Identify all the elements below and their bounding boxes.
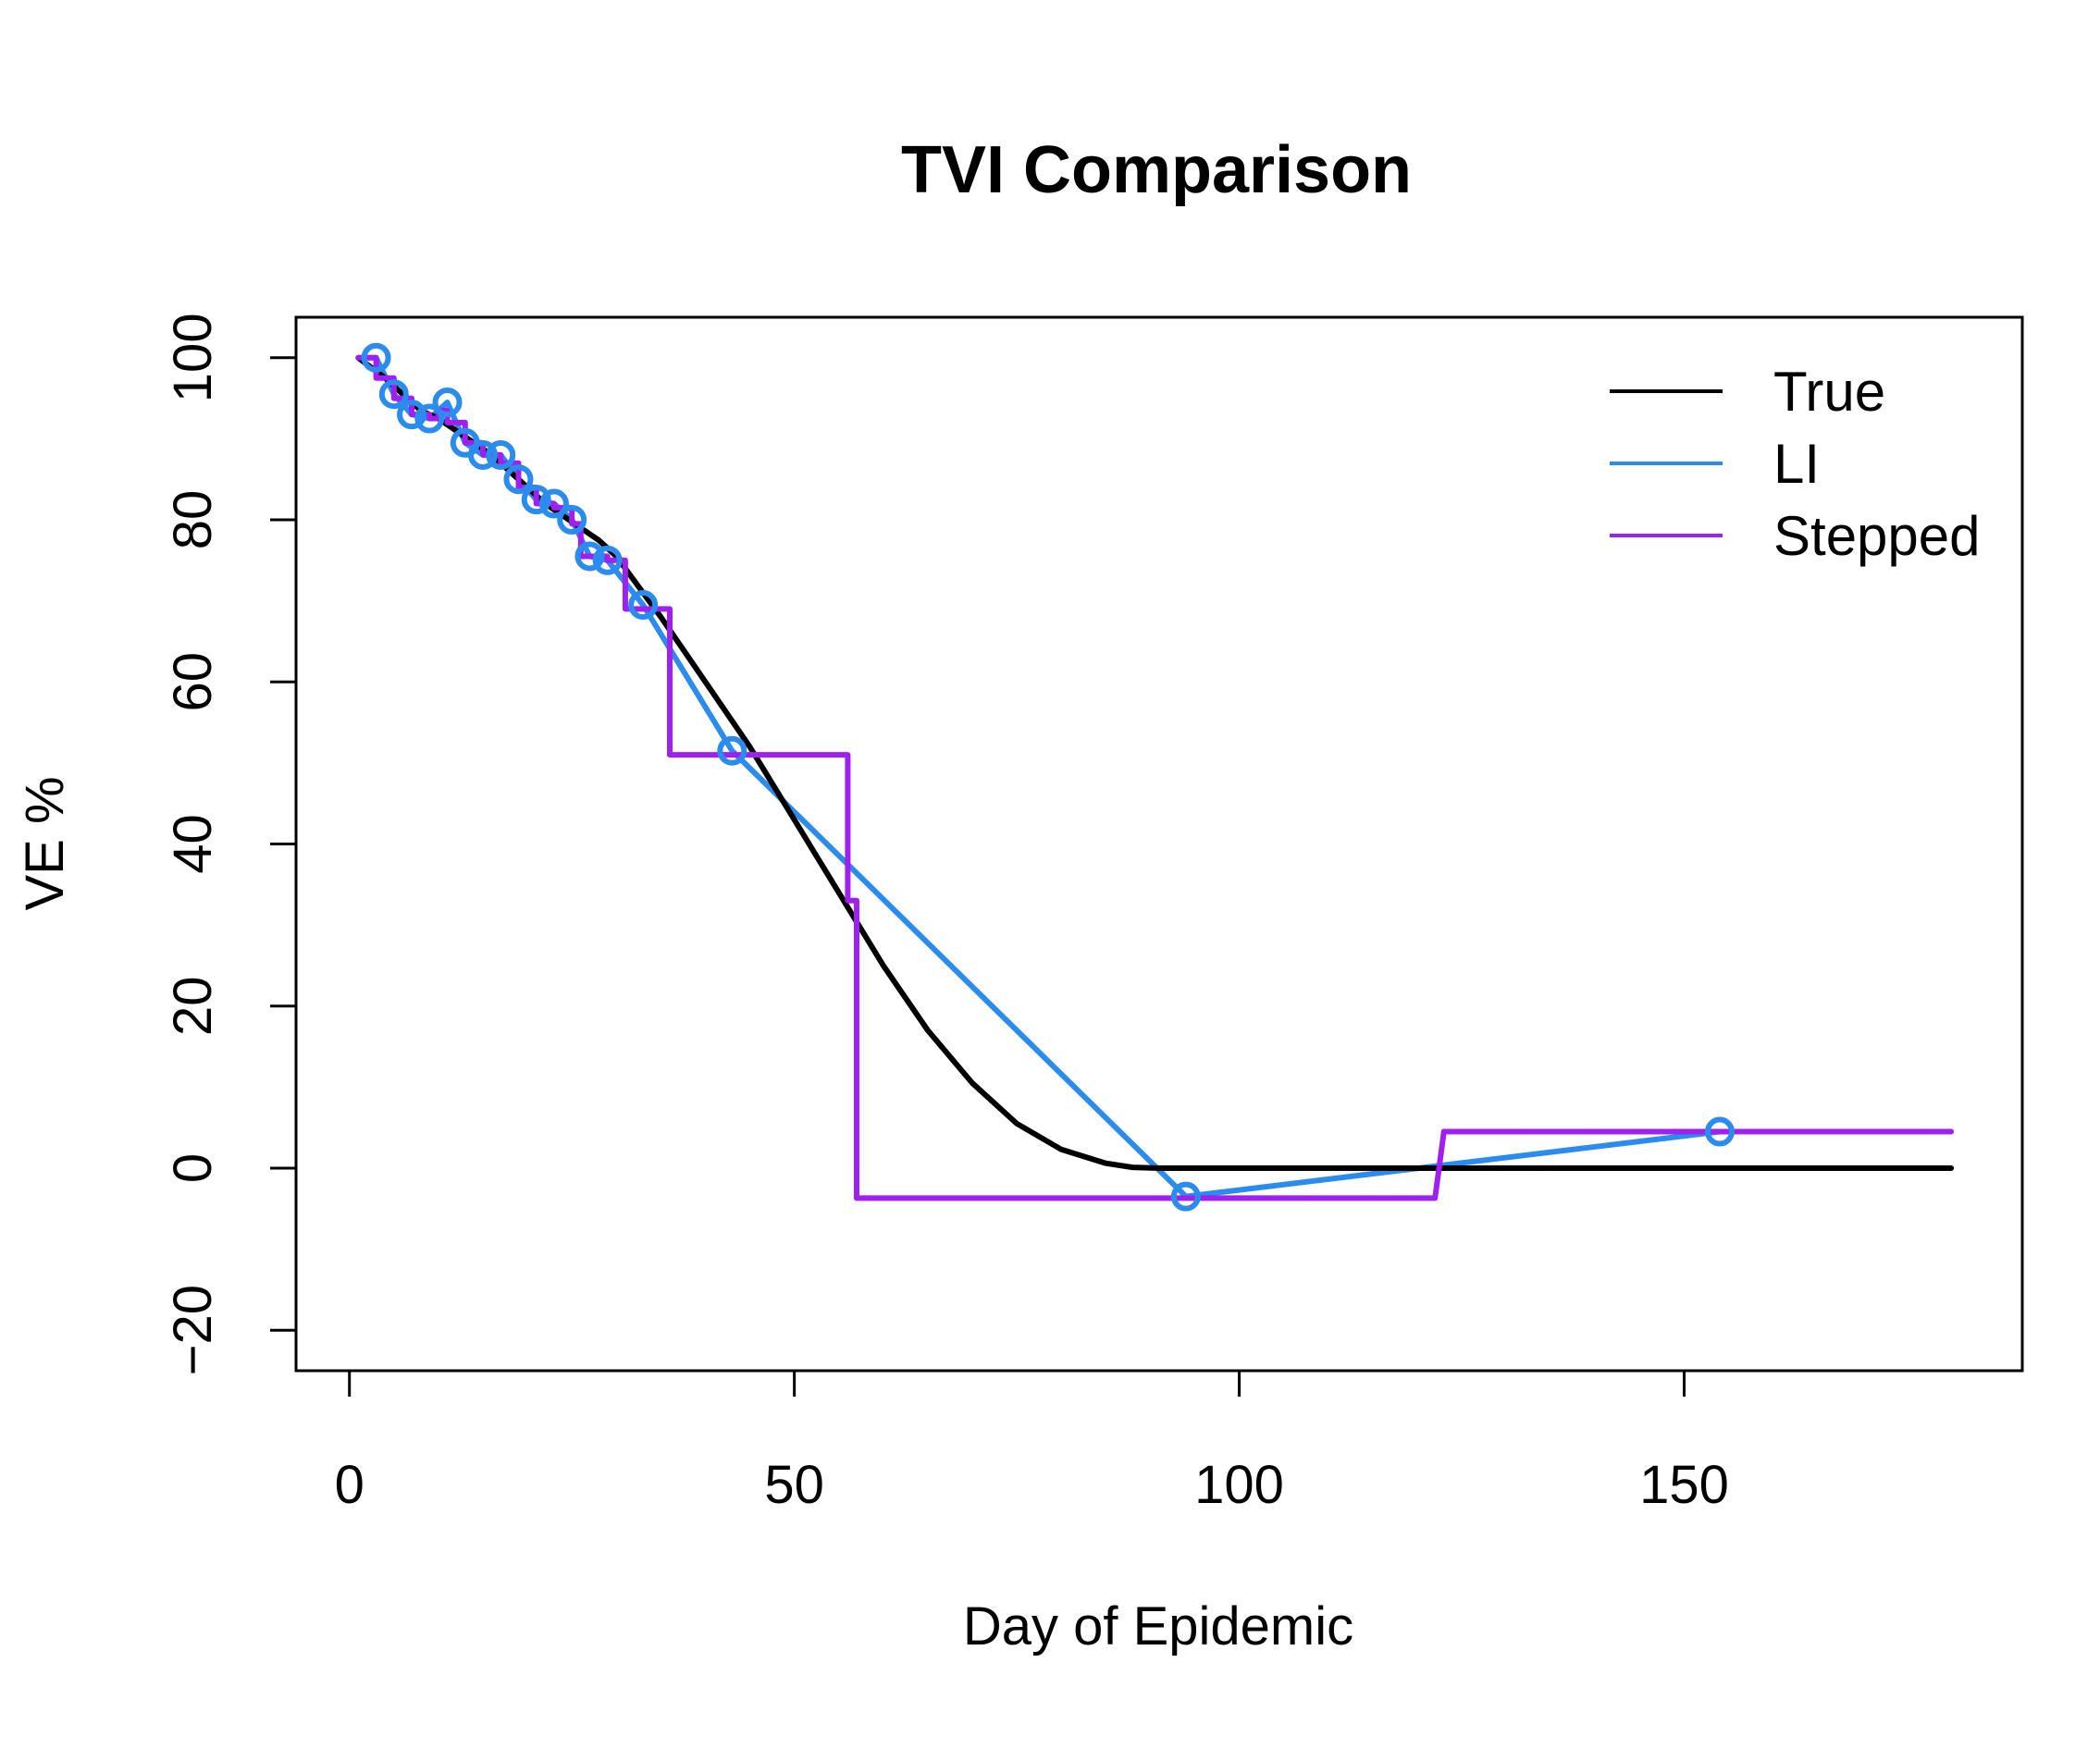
y-tick-label: 0: [163, 1153, 223, 1183]
y-axis-label: VE %: [15, 776, 75, 910]
li-point: [467, 439, 498, 470]
y-tick-label: 40: [163, 814, 223, 874]
y-tick-label: 20: [163, 976, 223, 1036]
li-point: [557, 505, 587, 536]
li-point: [1170, 1181, 1201, 1212]
li-point: [521, 485, 551, 515]
li-point: [503, 464, 534, 495]
li-point: [717, 735, 747, 766]
series-line-li: [355, 354, 1723, 1200]
li-point: [432, 387, 463, 417]
li-point: [397, 400, 427, 430]
legend-label-li: LI: [1773, 433, 1820, 495]
li-point: [361, 342, 391, 373]
chart-title: TVI Comparison: [901, 133, 1412, 207]
li-point: [414, 403, 445, 434]
x-tick-label: 50: [764, 1455, 824, 1515]
legend-label-stepped: Stepped: [1773, 505, 1981, 567]
x-tick-label: 100: [1194, 1455, 1284, 1515]
y-tick-label: 100: [163, 313, 223, 402]
legend-label-true: True: [1773, 361, 1885, 423]
x-axis: 0 50 100 150: [335, 1369, 1729, 1515]
series-line-true: [355, 354, 1955, 1171]
legend: True LI Stepped: [1610, 361, 1981, 567]
series-line-stepped: [355, 354, 1955, 1201]
li-point: [486, 439, 516, 470]
li-point: [628, 590, 659, 621]
x-tick-label: 150: [1639, 1455, 1729, 1515]
li-point: [574, 541, 605, 572]
x-axis-label: Day of Epidemic: [963, 1596, 1353, 1657]
li-point: [538, 488, 569, 519]
li-point: [592, 545, 623, 575]
plot-frame: [294, 315, 2024, 1373]
series-layer: [355, 342, 1955, 1212]
li-point: [378, 379, 409, 410]
y-tick-label: 80: [163, 490, 223, 550]
y-tick-label: −20: [163, 1285, 223, 1375]
y-axis: −20 0 20 40 60 80 100: [163, 313, 298, 1375]
li-point: [1704, 1116, 1735, 1147]
y-tick-label: 60: [163, 652, 223, 712]
x-tick-label: 0: [335, 1455, 364, 1515]
